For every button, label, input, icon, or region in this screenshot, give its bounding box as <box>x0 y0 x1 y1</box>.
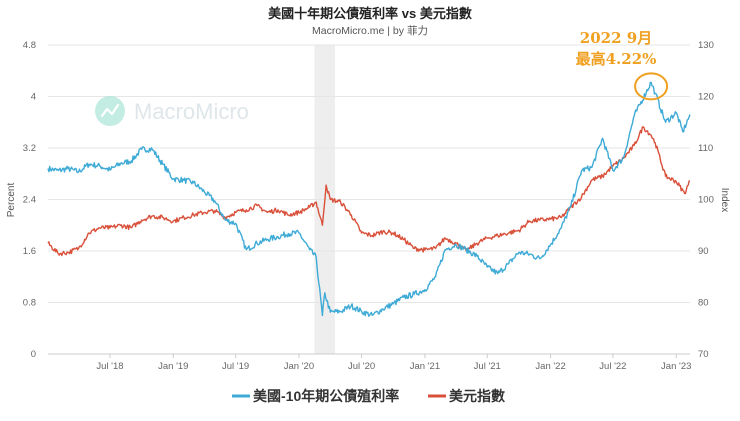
x-tick-label: Jul '19 <box>222 361 249 372</box>
x-tick-label: Jan '21 <box>410 361 440 372</box>
chart-subtitle: MacroMicro.me | by 菲力 <box>312 24 428 37</box>
chart-title: 美國十年期公債殖利率 vs 美元指數 <box>268 6 472 21</box>
left-axis-ticks: 0 0.8 1.6 2.4 3.2 4 4.8 <box>23 40 36 360</box>
legend: 美國-10年期公債殖利率 美元指數 <box>232 388 505 404</box>
legend-item-us10y[interactable]: 美國-10年期公債殖利率 <box>232 388 399 404</box>
x-tick-label: Jul '21 <box>474 361 501 372</box>
legend-label-us10y: 美國-10年期公債殖利率 <box>253 388 399 404</box>
x-axis-ticks: Jul '18 Jan '19 Jul '19 Jan '20 Jul '20 Jan '… <box>96 354 691 372</box>
x-tick-label: Jul '20 <box>348 361 375 372</box>
watermark-chart-icon <box>100 103 120 118</box>
peak-annotation-circle <box>634 72 669 101</box>
x-tick-label: Jan '23 <box>661 361 691 372</box>
left-tick-label: 1.6 <box>23 246 36 257</box>
series-line-dxy <box>47 126 691 257</box>
left-tick-label: 0.8 <box>23 298 36 309</box>
right-tick-label: 70 <box>698 349 709 360</box>
left-tick-label: 3.2 <box>23 143 36 154</box>
x-tick-label: Jan '20 <box>284 361 314 372</box>
series-line-us10y <box>47 81 691 317</box>
right-tick-label: 90 <box>698 246 709 257</box>
watermark-text: MacroMicro <box>134 99 249 124</box>
right-axis-title: Index <box>719 188 730 212</box>
left-axis-title: Percent <box>6 183 17 218</box>
x-tick-label: Jan '19 <box>158 361 188 372</box>
watermark: MacroMicro <box>95 96 249 126</box>
left-tick-label: 4 <box>31 92 36 103</box>
grid-lines <box>48 44 690 355</box>
x-tick-label: Jul '18 <box>96 361 123 372</box>
annotation-line-2: 最高4.22% <box>576 50 657 68</box>
annotation-line-1: 2022 9月 <box>580 29 652 47</box>
right-tick-label: 110 <box>698 143 713 154</box>
right-tick-label: 80 <box>698 298 709 309</box>
left-tick-label: 0 <box>31 349 36 360</box>
right-tick-label: 120 <box>698 92 714 103</box>
right-tick-label: 130 <box>698 40 714 51</box>
right-axis-ticks: 70 80 90 100 110 120 130 <box>698 40 714 360</box>
left-tick-label: 4.8 <box>23 40 36 51</box>
legend-item-dxy[interactable]: 美元指數 <box>428 388 505 404</box>
x-tick-label: Jan '22 <box>535 361 565 372</box>
left-tick-label: 2.4 <box>23 195 36 206</box>
x-tick-label: Jul '22 <box>599 361 626 372</box>
legend-label-dxy: 美元指數 <box>449 388 505 404</box>
right-tick-label: 100 <box>698 195 714 206</box>
